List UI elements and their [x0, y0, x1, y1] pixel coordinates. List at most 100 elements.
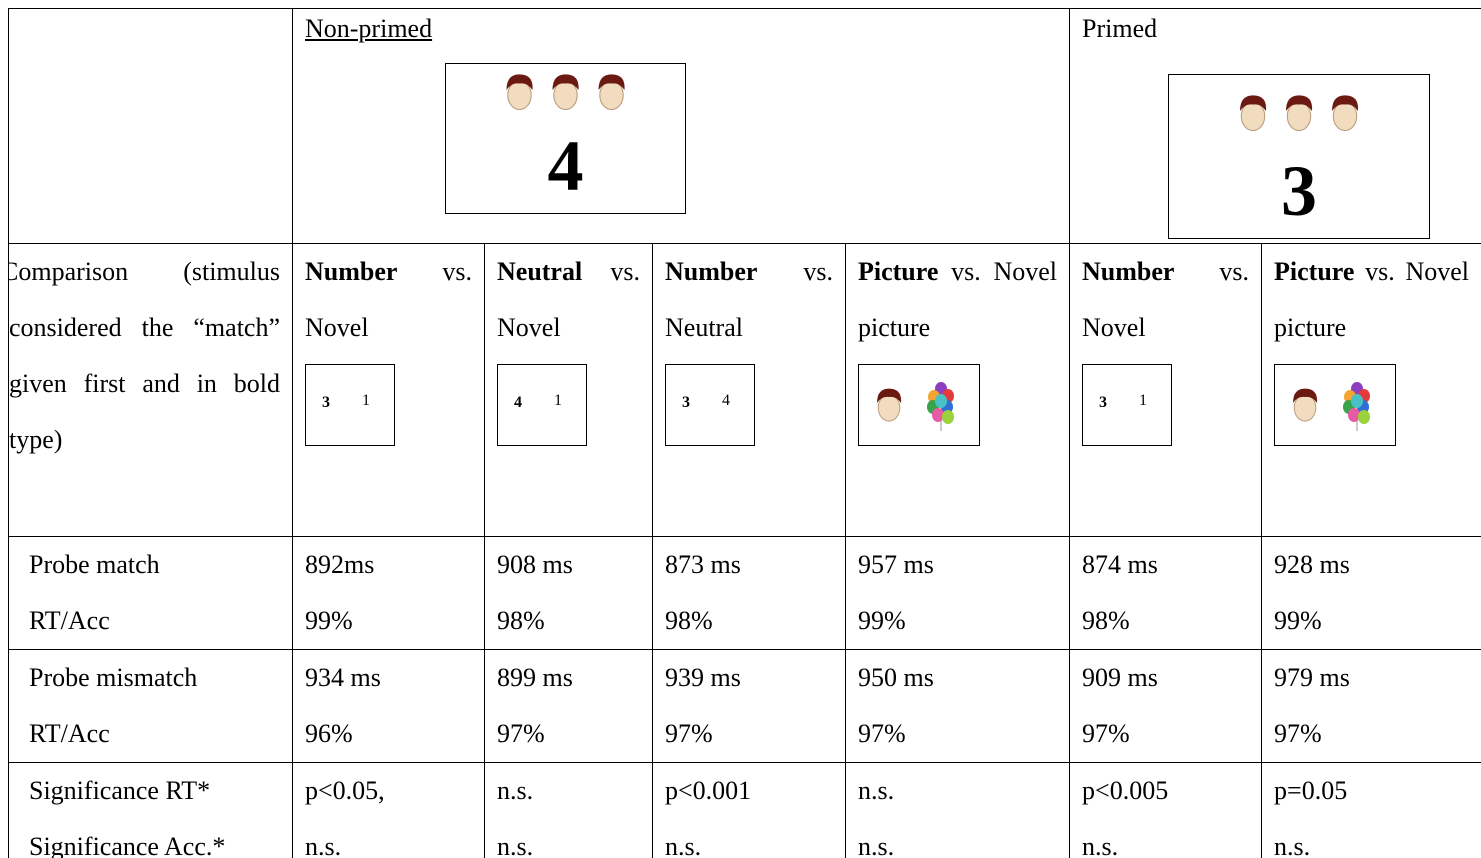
probe-match: 4: [514, 394, 522, 411]
row-label-line: Significance Acc.*: [29, 832, 226, 858]
data-cell: n.s. n.s.: [484, 762, 653, 858]
probe-other: 4: [722, 392, 730, 409]
cell-line: n.s.: [305, 832, 342, 858]
data-cell: 979 ms 97%: [1261, 649, 1481, 763]
cell-line: n.s.: [858, 776, 895, 805]
stimulus-faces: [1169, 75, 1429, 155]
row-label-line: RT/Acc: [29, 719, 110, 748]
comparison-cell: Number vs. Novel 3 1: [1069, 243, 1263, 537]
comparison-cell: Neutral vs. Novel 4 1: [484, 243, 653, 537]
cell-line: 97%: [858, 719, 906, 748]
cell-line: 892ms: [305, 550, 375, 579]
data-cell: 957 ms 99%: [844, 536, 1071, 650]
cell-line: p<0.05,: [305, 776, 385, 805]
cell-line: 98%: [1082, 606, 1130, 635]
cell-line: 96%: [305, 719, 353, 748]
cell-line: n.s.: [497, 832, 534, 858]
corner-cell: [8, 8, 293, 244]
data-cell: p<0.001 n.s.: [652, 762, 846, 858]
display-number: 4: [547, 126, 584, 206]
comparison-cell: Number vs. Novel 3 1: [292, 243, 485, 537]
comparison-rest: vs. Novel picture: [1274, 257, 1470, 342]
data-cell: 874 ms 98%: [1069, 536, 1263, 650]
comparison-cell: Number vs. Neutral 3 4: [652, 243, 846, 537]
data-cell: 873 ms 98%: [652, 536, 846, 650]
cell-line: n.s.: [858, 832, 895, 858]
data-cell: 908 ms 98%: [484, 536, 653, 650]
cell-line: 97%: [1274, 719, 1322, 748]
cell-line: 99%: [858, 606, 906, 635]
group-cell: Non-primed 4: [291, 8, 1071, 244]
cell-line: n.s.: [1082, 832, 1119, 858]
cell-line: n.s.: [665, 832, 702, 858]
probe-other: 1: [362, 392, 370, 409]
results-table: Non-primed 4 Primed 3 Comparison (stimulus c…: [8, 8, 1481, 858]
match-label: Number: [665, 257, 758, 286]
comparison-cell: Picture vs. Novel picture: [1261, 243, 1481, 537]
row-label-line: RT/Acc: [29, 606, 110, 635]
cell-line: 98%: [665, 606, 713, 635]
probe-match: 3: [1099, 394, 1108, 411]
data-cell: 909 ms 97%: [1069, 649, 1263, 763]
group-label: Primed: [1082, 14, 1158, 43]
stimulus-box: 4: [445, 63, 686, 214]
probe-box: [1274, 364, 1397, 446]
data-row: Significance RT* Significance Acc.* p<0.05…: [8, 762, 1481, 858]
comparison-rest: vs. Novel: [1082, 257, 1250, 342]
probe-other: 1: [554, 392, 562, 409]
group-cell: Primed 3: [1069, 8, 1481, 244]
match-label: Neutral: [497, 257, 583, 286]
match-label: Picture: [858, 257, 939, 286]
data-cell: 934 ms 96%: [292, 649, 485, 763]
cell-line: 939 ms: [665, 663, 741, 692]
row-label-line: Probe mismatch: [29, 663, 198, 692]
cell-line: 899 ms: [497, 663, 573, 692]
group-label: Non-primed: [305, 14, 433, 43]
data-cell: p<0.005 n.s.: [1069, 762, 1263, 858]
probe-match: 3: [322, 394, 330, 411]
data-cell: 950 ms 97%: [844, 649, 1071, 763]
comparison-text: Number vs. Neutral: [665, 245, 833, 357]
cell-line: n.s.: [497, 776, 534, 805]
match-label: Picture: [1274, 257, 1355, 286]
probe-box: [858, 364, 980, 446]
comparison-rest: vs. Novel: [305, 257, 472, 342]
cell-line: p<0.001: [665, 776, 752, 805]
data-cell: 899 ms 97%: [484, 649, 653, 763]
stimulus-box: 3: [1168, 74, 1431, 239]
cell-line: 909 ms: [1082, 663, 1158, 692]
cell-line: 957 ms: [858, 550, 934, 579]
data-cell: n.s. n.s.: [844, 762, 1071, 858]
probe-other: 1: [1139, 392, 1148, 409]
cell-line: 950 ms: [858, 663, 934, 692]
comparison-text: Number vs. Novel: [305, 245, 472, 357]
probe-match: 3: [682, 394, 690, 411]
comparison-label: Comparison (stimulus considered the “mat…: [8, 243, 293, 537]
comparison-rest: vs. Neutral: [665, 257, 833, 342]
row-label-line: Significance RT*: [29, 776, 211, 805]
data-row: Probe match RT/Acc 892ms 99% 908 ms 98% 873 ms…: [8, 536, 1481, 650]
data-cell: p=0.05 n.s.: [1261, 762, 1481, 858]
comparison-rest: vs. Novel picture: [858, 257, 1058, 342]
data-cell: p<0.05, n.s.: [292, 762, 485, 858]
comparison-text: Neutral vs. Novel: [497, 245, 640, 357]
cell-line: 98%: [497, 606, 545, 635]
row-label: Probe match RT/Acc: [8, 536, 293, 650]
cell-line: 979 ms: [1274, 663, 1350, 692]
cell-line: p=0.05: [1274, 776, 1348, 805]
cell-line: 99%: [305, 606, 353, 635]
comparison-rest: vs. Novel: [497, 257, 640, 342]
row-label-line: Probe match: [29, 550, 160, 579]
cell-line: 97%: [665, 719, 713, 748]
cell-line: 873 ms: [665, 550, 741, 579]
stimulus-faces: [446, 64, 685, 130]
match-label: Number: [1082, 257, 1175, 286]
cell-line: p<0.005: [1082, 776, 1169, 805]
data-cell: 892ms 99%: [292, 536, 485, 650]
row-label: Significance RT* Significance Acc.*: [8, 762, 293, 858]
